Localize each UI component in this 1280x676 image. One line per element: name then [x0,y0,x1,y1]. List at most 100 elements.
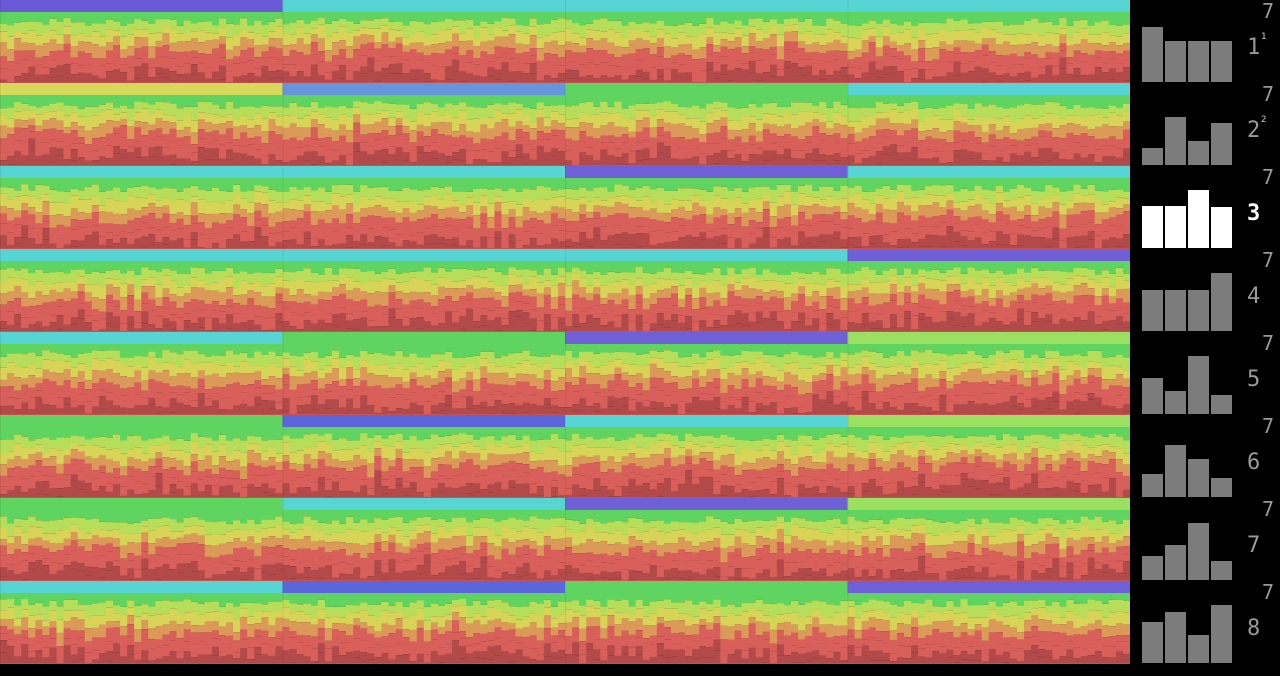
heat-cell [756,148,764,154]
heat-cell [191,32,199,39]
heat-cell [862,139,870,151]
heat-cell [1123,34,1130,43]
heat-cell [1102,204,1110,212]
heat-cell [57,66,65,77]
heat-cell [1031,118,1039,128]
heat-cell [332,131,340,141]
heat-cell [64,12,72,18]
heat-cell [982,28,990,39]
heat-cell [1031,203,1039,215]
heat-cell [1109,226,1117,238]
heat-cell [381,326,389,331]
heat-cell [261,261,269,273]
heat-cell [127,316,135,324]
heat-cell [932,226,940,235]
heat-cell [968,290,976,297]
heat-cell [49,161,57,165]
heat-cell [480,52,488,64]
heat-cell [996,55,1004,65]
heat-cell [1038,199,1046,207]
heat-cell [7,268,15,278]
heat-cell [78,364,86,372]
heat-cell [735,282,743,290]
heat-cell [0,236,8,243]
heat-cell [1081,295,1089,307]
heat-cell [106,351,114,359]
heat-cell [509,275,517,286]
heat-cell [855,323,863,331]
heat-cell [826,163,834,165]
heat-cell [939,119,947,132]
heat-cell [1123,111,1130,121]
heat-cell [749,321,757,331]
heat-cell [431,22,439,34]
heat-cell [537,140,545,146]
heat-cell [629,40,637,53]
heat-cell [664,33,672,46]
heat-cell [473,95,481,107]
heat-cell [353,115,361,123]
heat-cell [629,224,637,234]
heat-cell [671,26,679,39]
heat-cell [198,301,206,310]
heat-cell [749,313,757,322]
heat-cell [1109,238,1117,247]
heat-cell [982,244,990,248]
heat-cell [855,121,863,132]
heat-cell [452,200,460,206]
heat-cell [727,120,735,130]
heat-cell [650,148,658,158]
heat-cell [1081,225,1089,236]
heat-cell [1095,139,1103,149]
heat-cell [911,147,919,159]
heat-cell [42,112,50,120]
heat-cell [304,107,312,116]
heat-cell [134,261,142,275]
heat-cell [1052,271,1060,283]
heat-cell [565,42,573,51]
heat-cell [141,397,149,405]
heat-cell [64,274,72,283]
heat-cell [339,114,347,124]
heat-cell [148,46,156,58]
heat-cell [735,61,743,68]
heat-cell [537,48,545,61]
heat-cell [1109,42,1117,51]
heat-cell [1074,184,1082,193]
heat-cell [1003,116,1011,126]
heat-cell [742,53,750,63]
heat-cell [360,197,368,208]
heat-cell [883,112,891,119]
heat-cell [92,205,100,212]
heat-cell [1102,139,1110,146]
heat-cell [78,144,86,157]
heat-cell [35,344,43,356]
heat-cell [1088,203,1096,210]
heat-cell [1010,189,1018,200]
heat-cell [685,289,693,296]
heat-cell [1031,18,1039,31]
heat-block-divider [0,0,1,82]
heat-cell [720,150,728,161]
heat-cell [14,197,22,211]
heat-cell [148,34,156,47]
heat-cell [855,185,863,193]
heat-cell [396,95,404,104]
heat-cell [713,178,721,186]
heat-cell [106,20,114,30]
heat-cell [869,108,877,116]
heat-cell [586,261,594,274]
heat-cell [1052,95,1060,102]
heat-cell [106,190,114,198]
heat-cell [855,218,863,225]
heat-cell [968,191,976,200]
heat-cell [99,65,107,78]
heat-cell [1095,200,1103,213]
heat-cell [99,47,107,59]
heat-cell [657,290,665,298]
heat-cell [290,295,298,301]
heat-cell [713,120,721,132]
heat-cell [1088,288,1096,295]
heat-cell [869,20,877,28]
heat-cell [650,219,658,232]
